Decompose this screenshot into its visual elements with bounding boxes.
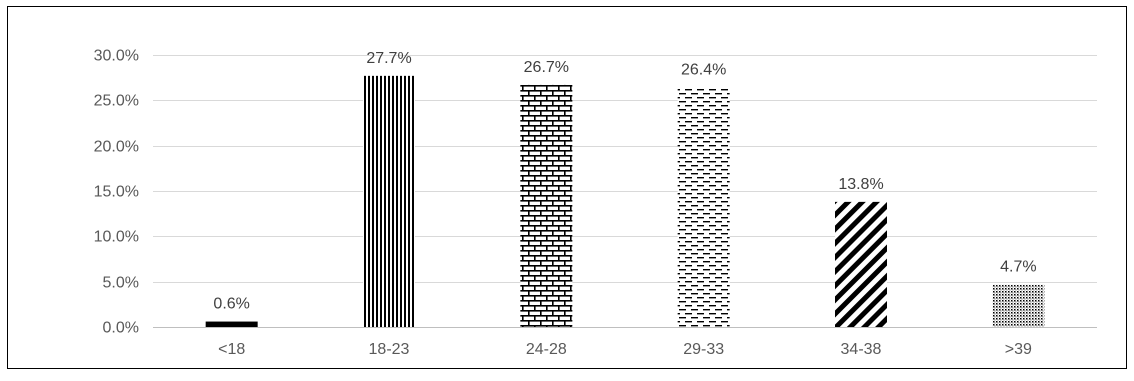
- bar-4: [677, 87, 730, 327]
- y-tick-label: 25.0%: [94, 93, 139, 110]
- data-label: 13.8%: [838, 176, 883, 193]
- y-tick-label: 15.0%: [94, 184, 139, 201]
- x-tick-label: >39: [1005, 341, 1032, 358]
- data-label: 0.6%: [213, 296, 249, 313]
- y-tick-label: 5.0%: [103, 275, 139, 292]
- y-tick-label: 10.0%: [94, 229, 139, 246]
- bars: [205, 75, 1045, 327]
- x-tick-label: <18: [218, 341, 245, 358]
- gridlines: [153, 55, 1097, 328]
- bar-5: [835, 201, 887, 327]
- x-tick-label: 24-28: [526, 341, 567, 358]
- data-label: 26.7%: [524, 59, 569, 76]
- bar-2: [363, 75, 415, 327]
- bar-3: [520, 84, 573, 327]
- data-label: 27.7%: [366, 50, 411, 67]
- y-tick-label: 20.0%: [94, 139, 139, 156]
- data-label: 4.7%: [1000, 258, 1036, 275]
- bar-1: [205, 321, 258, 327]
- data-labels: 0.6% 27.7% 26.7% 26.4% 13.8% 4.7%: [213, 50, 1036, 313]
- y-axis-ticks: 0.0% 5.0% 10.0% 15.0% 20.0% 25.0% 30.0%: [94, 48, 139, 337]
- bar-6: [992, 284, 1045, 327]
- data-label: 26.4%: [681, 62, 726, 79]
- x-axis-ticks: <18 18-23 24-28 29-33 34-38 >39: [218, 341, 1032, 358]
- y-tick-label: 0.0%: [103, 320, 139, 337]
- y-tick-label: 30.0%: [94, 48, 139, 65]
- x-tick-label: 18-23: [369, 341, 410, 358]
- x-tick-label: 29-33: [683, 341, 724, 358]
- x-tick-label: 34-38: [841, 341, 882, 358]
